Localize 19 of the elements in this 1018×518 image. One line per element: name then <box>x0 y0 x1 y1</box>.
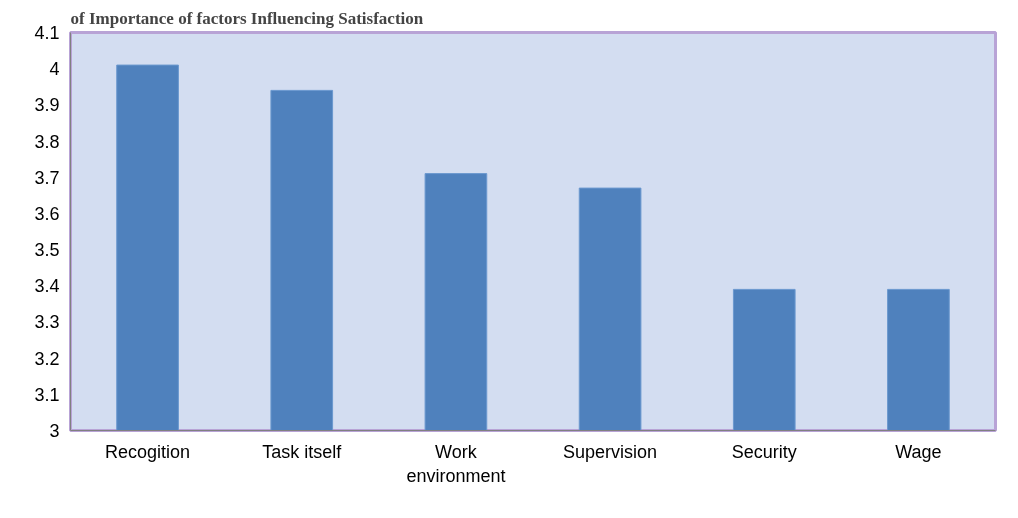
y-tick-label: 3.1 <box>34 384 60 405</box>
x-tick-label: Supervision <box>563 441 658 462</box>
y-tick-label: 3.7 <box>34 167 60 188</box>
x-tick-label: Work environment <box>406 441 506 486</box>
x-tick-label: Security <box>731 441 797 462</box>
y-tick-label: 3.6 <box>34 203 60 224</box>
y-tick-label: 3.5 <box>34 240 60 261</box>
x-tick-label: Recogition <box>105 441 191 462</box>
chart-title: of Importance of factors Influencing Satisfaction <box>70 8 424 28</box>
y-tick-label: 3 <box>49 421 60 441</box>
y-tick-label: 4 <box>49 59 60 80</box>
y-tick-label: 3.8 <box>34 131 60 152</box>
y-tick-label: 4.1 <box>34 23 60 43</box>
y-tick-label: 3.9 <box>34 95 60 116</box>
x-tick-label: Wage <box>895 441 942 462</box>
x-tick-label: Task itself <box>262 441 343 462</box>
y-tick-label: 3.2 <box>34 348 60 369</box>
y-tick-label: 3.3 <box>34 312 60 333</box>
y-tick-label: 3.4 <box>34 276 60 297</box>
